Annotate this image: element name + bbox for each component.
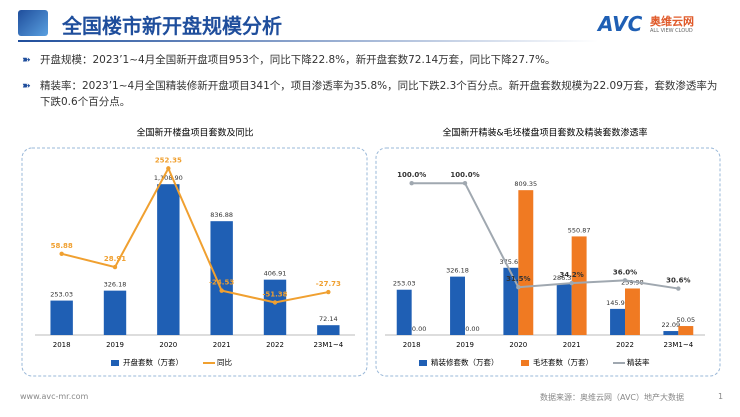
value-label: 100.0% [397,171,426,179]
x-tick-label: 2022 [266,341,284,349]
bullet: 开盘规模：2023’1~4月全国新开盘项目953个，同比下降22.8%，新开盘套… [22,52,720,68]
bar [663,331,679,335]
bar [678,326,694,335]
bar [503,267,519,335]
logo-en: ALL VIEW CLOUD [650,28,693,34]
x-tick-label: 2019 [456,341,474,349]
line-point [219,288,224,293]
bar [571,236,587,335]
x-tick-label: 2020 [509,341,527,349]
legend-label: 开盘套数（万套） [123,357,183,367]
chart-title: 全国新开楼盘项目套数及同比 [136,127,253,139]
line-point [516,284,521,290]
x-tick-label: 2021 [563,341,581,349]
value-label: 36.0% [613,268,637,276]
value-label: 253.03 [393,280,416,288]
value-label: 550.87 [568,226,591,234]
value-label: 31.5% [506,275,530,283]
bar [263,279,287,335]
bar [317,325,340,335]
page-title: 全国楼市新开盘规模分析 [62,14,282,38]
value-label: 0.00 [412,325,426,333]
value-label: 326.18 [104,281,127,289]
page-number: 1 [718,392,724,401]
value-label: 836.88 [210,211,233,219]
line [411,182,679,290]
value-label: 50.05 [676,316,695,324]
bar [210,221,233,335]
value-label: 809.35 [514,180,537,188]
bar [157,184,180,335]
title-icon [18,10,48,36]
value-label: 0.00 [465,325,479,333]
legend-label: 毛坯套数（万套） [533,357,593,367]
value-label: 375.64 [499,258,522,266]
line-point [166,166,171,171]
legend-marker [419,360,427,366]
line-point [569,280,574,286]
value-label: 253.03 [50,291,73,299]
logo: AVC [598,12,643,36]
bar [103,290,127,335]
line-point [112,264,118,270]
value-label: -27.73 [316,280,341,288]
value-label: 286.31 [553,274,576,282]
line-point [622,278,628,283]
legend-label: 精装率 [627,357,650,367]
bar [396,289,412,335]
value-label: 326.18 [446,267,469,275]
line-point [272,300,278,305]
line-point [462,181,468,186]
value-label: 22.09 [662,321,681,329]
bar [450,276,465,335]
x-tick-label: 2019 [106,341,124,349]
value-label: 100.0% [450,171,479,179]
legend-label: 同比 [217,357,232,367]
bar [556,283,572,335]
value-label: 72.14 [319,315,338,323]
line-point [59,251,64,257]
value-label: 58.88 [51,242,73,250]
value-label: 28.91 [104,255,126,263]
legend-marker [521,360,529,366]
line-point [326,289,331,295]
value-label: 1,108.90 [154,174,183,182]
value-label: 145.93 [606,299,629,307]
source: 数据来源：奥维云网（AVC）地产大数据 [540,393,685,402]
x-tick-label: 2021 [213,341,231,349]
x-tick-label: 2022 [616,341,634,349]
line [61,166,329,304]
value-label: 406.91 [264,270,287,278]
x-tick-label: 2018 [53,341,71,349]
line-point [409,181,414,186]
x-tick-label: 23M1~4 [313,341,343,349]
value-label: -51.38 [262,290,287,298]
bar [518,190,534,335]
panel [21,147,368,377]
x-tick-label: 23M1~4 [663,341,693,349]
bar [610,308,625,335]
website: www.avc-mr.com [20,392,89,401]
bullet: 精装率：2023’1~4月全国精装修新开盘项目341个，项目渗透率为35.8%，… [22,78,720,110]
value-label: -24.53 [209,279,234,287]
x-tick-label: 2020 [159,341,177,349]
panel [375,147,721,377]
x-tick-label: 2018 [403,341,421,349]
value-label: 30.6% [666,277,690,285]
logo-cn: 奥维云网 [650,15,694,28]
chart-title: 全国新开精装&毛坯楼盘项目套数及精装套数渗透率 [442,127,647,139]
legend-label: 精装修套数（万套） [431,357,499,367]
line-point [676,286,681,291]
bar [625,288,640,335]
legend-marker [111,360,119,366]
title-rule [18,40,598,42]
value-label: 252.35 [155,156,182,164]
bar [50,300,73,335]
value-label: 34.2% [560,271,584,279]
